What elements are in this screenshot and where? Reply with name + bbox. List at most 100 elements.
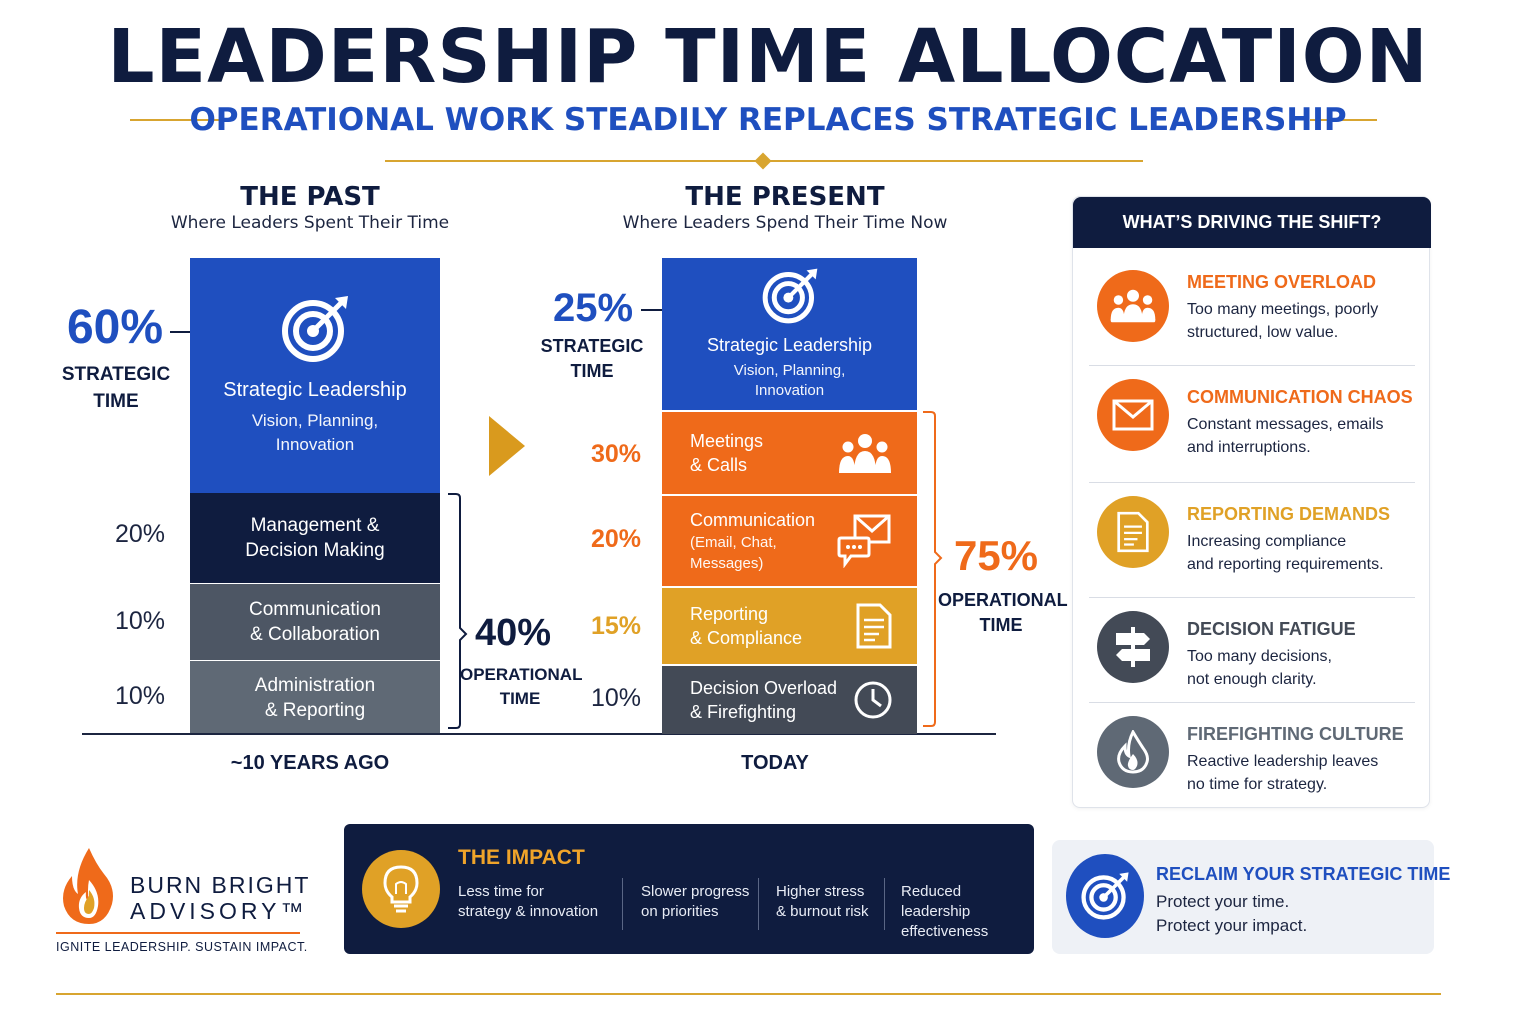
divider <box>758 878 759 930</box>
present-percent-20: 20% <box>590 525 642 553</box>
connector-line <box>641 309 662 311</box>
divider <box>884 878 885 930</box>
connector-line <box>170 331 190 333</box>
present-meetings-segment: Meetings & Calls <box>662 412 917 494</box>
present-strategic-percent: 25% <box>552 286 634 330</box>
present-percent-30: 30% <box>590 440 642 468</box>
impact-item: Slower progress on priorities <box>641 883 750 920</box>
lightbulb-icon <box>383 865 419 913</box>
footer-divider <box>56 993 1441 995</box>
driver-icon-circle <box>1097 379 1169 451</box>
segment-label: Decision Overload & Firefighting <box>690 678 838 722</box>
driver-item: COMMUNICATION CHAOS Constant messages, e… <box>1073 365 1431 481</box>
driver-title: COMMUNICATION CHAOS <box>1187 387 1413 407</box>
present-operational-percent: 75% <box>953 532 1039 579</box>
past-strategic-label: STRATEGIC TIME <box>61 364 171 412</box>
driver-item: FIREFIGHTING CULTURE Reactive leadership… <box>1073 702 1431 818</box>
past-percent-10b: 10% <box>114 682 166 710</box>
present-title: THE PRESENT <box>685 182 885 212</box>
segment-label: Meetings & Calls <box>690 431 764 475</box>
driver-icon-circle <box>1097 611 1169 683</box>
impact-panel: THE IMPACT Less time for strategy & inno… <box>344 824 1034 954</box>
target-icon <box>762 268 817 324</box>
target-icon-circle <box>1066 854 1144 938</box>
mail-icon <box>1112 399 1154 431</box>
document-icon <box>1117 511 1149 553</box>
present-communication-segment: Communication (Email, Chat, Messages) <box>662 496 917 586</box>
past-administration-segment: Administration & Reporting <box>190 661 440 734</box>
divider <box>1089 365 1415 366</box>
past-communication-segment: Communication & Collaboration <box>190 584 440 660</box>
segment-label: Reporting & Compliance <box>690 604 803 648</box>
driver-icon-circle <box>1097 496 1169 568</box>
present-era-label: TODAY <box>741 752 809 774</box>
past-operational-percent: 40% <box>474 612 552 654</box>
diamond-ornament <box>754 152 772 170</box>
present-operational-bracket <box>923 411 943 727</box>
brand-tagline: IGNITE LEADERSHIP. SUSTAIN IMPACT. <box>56 940 308 954</box>
segment-label: Communication <box>690 510 816 530</box>
driver-title: DECISION FATIGUE <box>1187 619 1356 639</box>
segment-label: Management & Decision Making <box>245 515 385 561</box>
divider <box>1089 702 1415 703</box>
driver-icon-circle <box>1097 716 1169 788</box>
chart-baseline <box>82 733 996 735</box>
driver-title: FIREFIGHTING CULTURE <box>1187 724 1404 744</box>
segment-description: Vision, Planning, Innovation <box>251 411 379 454</box>
past-strategic-segment: Strategic Leadership Vision, Planning, I… <box>190 258 440 493</box>
past-percent-10a: 10% <box>114 607 166 635</box>
past-percent-20: 20% <box>114 520 166 548</box>
flame-logo-icon <box>63 848 113 924</box>
past-subtitle: Where Leaders Spent Their Time <box>170 213 450 233</box>
present-percent-15: 15% <box>590 612 642 640</box>
clock-icon <box>854 681 892 719</box>
document-icon <box>856 603 892 649</box>
divider <box>56 932 300 934</box>
driver-description: Too many meetings, poorly structured, lo… <box>1187 301 1379 341</box>
drivers-panel: WHAT’S DRIVING THE SHIFT? MEETING OVERLO… <box>1072 196 1431 808</box>
reclaim-title: RECLAIM YOUR STRATEGIC TIME <box>1156 864 1451 884</box>
driver-description: Too many decisions, not enough clarity. <box>1187 648 1332 688</box>
brand-name: BURN BRIGHT <box>130 872 311 898</box>
segment-label: Communication & Collaboration <box>249 599 381 645</box>
present-strategic-label: STRATEGIC TIME <box>540 336 644 381</box>
brand-name-second-line: ADVISORY™ <box>130 898 308 924</box>
driver-description: Increasing compliance and reporting requ… <box>1187 533 1384 573</box>
present-strategic-segment: Strategic Leadership Vision, Planning, I… <box>662 258 917 410</box>
impact-title: THE IMPACT <box>458 846 585 869</box>
past-title: THE PAST <box>240 182 380 212</box>
present-decision-segment: Decision Overload & Firefighting <box>662 666 917 734</box>
impact-item: Reduced leadership effectiveness <box>901 883 989 940</box>
segment-description: Vision, Planning, Innovation <box>733 362 846 399</box>
impact-item: Higher stress & burnout risk <box>776 883 869 920</box>
driver-item: REPORTING DEMANDS Increasing compliance … <box>1073 482 1431 598</box>
segment-label: Strategic Leadership <box>706 335 873 355</box>
reclaim-panel: RECLAIM YOUR STRATEGIC TIME Protect your… <box>1052 840 1450 954</box>
lightbulb-icon-circle <box>362 850 440 928</box>
driver-description: Reactive leadership leaves no time for s… <box>1187 753 1379 793</box>
target-icon <box>1081 872 1129 920</box>
past-operational-bracket <box>448 493 468 729</box>
target-icon <box>282 296 348 362</box>
message-icon <box>837 514 891 568</box>
divider <box>1310 119 1377 121</box>
present-percent-10: 10% <box>590 684 642 712</box>
people-icon <box>1110 289 1156 323</box>
past-era-label: ~10 YEARS AGO <box>230 752 390 774</box>
driver-item: DECISION FATIGUE Too many decisions, not… <box>1073 597 1431 713</box>
arrow-right-icon <box>489 416 525 476</box>
divider <box>1089 482 1415 483</box>
driver-title: REPORTING DEMANDS <box>1187 504 1391 524</box>
divider <box>1089 597 1415 598</box>
past-management-segment: Management & Decision Making <box>190 493 440 583</box>
drivers-heading: WHAT’S DRIVING THE SHIFT? <box>1073 197 1431 248</box>
segment-label: Administration & Reporting <box>254 674 376 721</box>
reclaim-line: Protect your time. <box>1156 892 1290 911</box>
present-subtitle: Where Leaders Spend Their Time Now <box>622 213 948 233</box>
reclaim-line: Protect your impact. <box>1156 916 1308 935</box>
divider <box>130 119 228 121</box>
driver-item: MEETING OVERLOAD Too many meetings, poor… <box>1073 248 1431 364</box>
segment-description: (Email, Chat, Messages) <box>690 534 777 572</box>
driver-icon-circle <box>1097 270 1169 342</box>
impact-item: Less time for strategy & innovation <box>458 883 599 920</box>
